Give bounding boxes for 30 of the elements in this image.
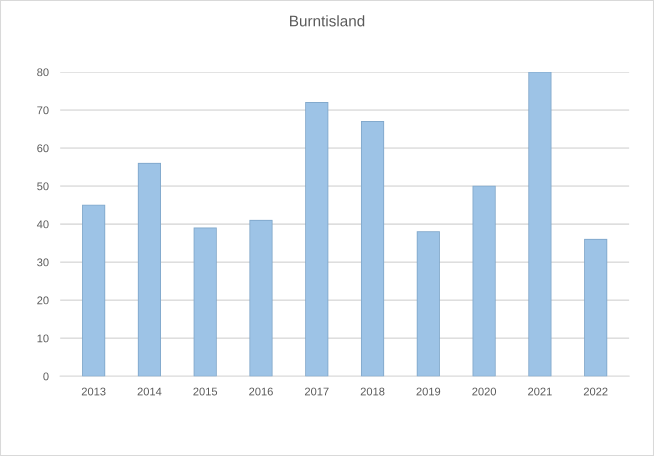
bar — [472, 186, 496, 376]
y-tick-label: 30 — [37, 258, 49, 266]
x-tick-label: 2020 — [472, 388, 496, 396]
bar — [82, 204, 106, 376]
x-tick-label: 2013 — [82, 388, 106, 396]
x-tick-label: 2017 — [304, 388, 329, 396]
x-tick-label: 2014 — [138, 388, 162, 396]
x-tick-label: 2022 — [584, 388, 608, 396]
bar — [528, 72, 552, 376]
bar — [194, 228, 217, 376]
x-tick-label: 2016 — [249, 388, 273, 396]
x-tick-label: 2021 — [528, 388, 552, 396]
y-tick-label: 80 — [37, 68, 49, 76]
y-tick-label: 40 — [36, 220, 49, 228]
y-tick-label: 50 — [37, 182, 49, 190]
bar — [249, 220, 273, 376]
bar — [584, 238, 608, 376]
bar — [360, 121, 384, 376]
bar — [305, 102, 328, 376]
x-tick-label: 2019 — [416, 388, 440, 396]
y-tick-label: 20 — [37, 296, 49, 304]
chart-title: Burntisland — [290, 15, 364, 26]
bar — [138, 162, 161, 376]
y-tick-label: 70 — [37, 106, 49, 114]
y-tick-label: 0 — [43, 372, 49, 380]
y-tick-label: 10 — [38, 334, 49, 342]
bar — [416, 231, 440, 376]
y-tick-label: 60 — [37, 144, 49, 152]
x-tick-label: 2015 — [193, 388, 218, 396]
x-tick-label: 2018 — [360, 388, 384, 396]
